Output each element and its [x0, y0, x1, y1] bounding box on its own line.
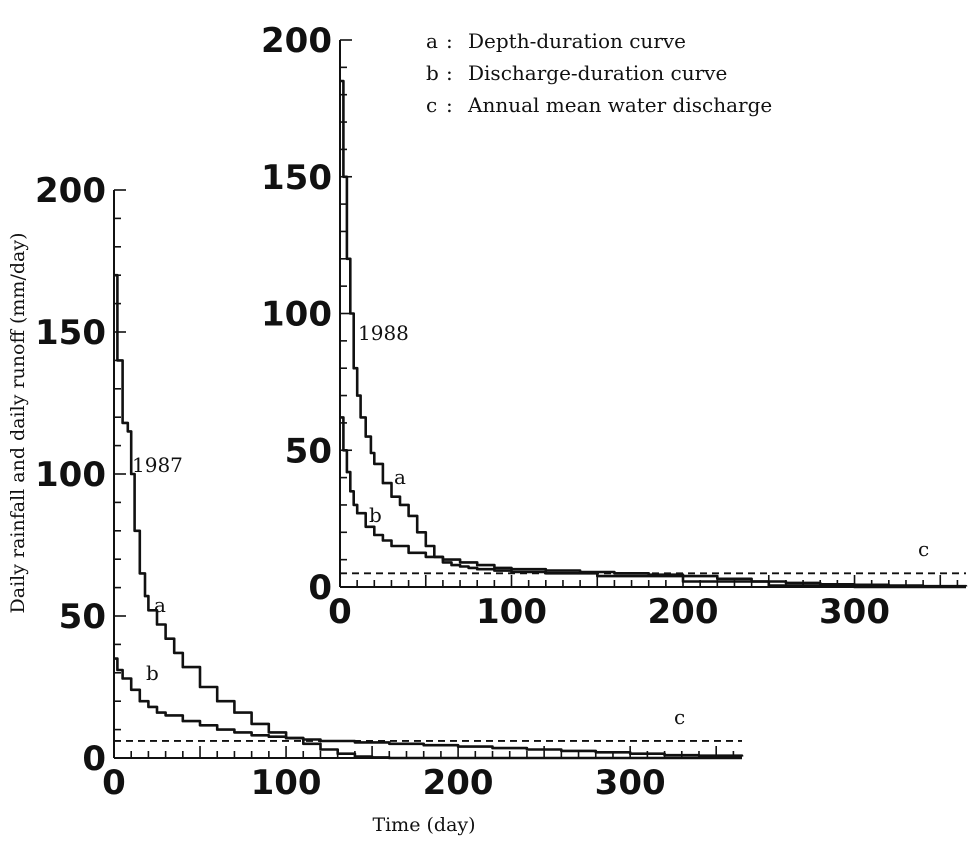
legend-sep-b: :	[446, 61, 453, 85]
curve-label-c: c	[918, 537, 929, 561]
legend-entry-a: Depth-duration curve	[468, 29, 686, 53]
y-tick-label: 100	[35, 455, 106, 495]
legend-sep-a: :	[446, 29, 453, 53]
year-label: 1987	[132, 453, 183, 477]
y-tick-label: 0	[82, 739, 106, 779]
series-b-curve	[114, 657, 744, 757]
y-tick-label: 50	[59, 597, 106, 637]
legend-key-c: c	[426, 93, 437, 117]
series-a-curve	[340, 79, 966, 589]
y-tick-label: 50	[285, 431, 332, 471]
y-tick-label: 100	[261, 295, 332, 335]
x-tick-label: 0	[328, 592, 352, 632]
legend-entry-c: Annual mean water discharge	[467, 93, 772, 117]
y-axis-ticks-1987: 0 50 100 150 200	[35, 171, 126, 779]
x-tick-label: 300	[819, 592, 890, 632]
curve-label-a: a	[394, 465, 406, 489]
curve-label-b: b	[146, 661, 159, 685]
legend-entry-b: Discharge-duration curve	[468, 61, 727, 85]
legend-sep-c: :	[446, 93, 453, 117]
curves-1988: ab c	[340, 79, 968, 589]
legend-key-b: b	[426, 61, 439, 85]
x-tick-label: 100	[251, 763, 322, 803]
y-tick-label: 150	[35, 313, 106, 353]
x-axis-title: Time (day)	[372, 814, 475, 836]
y-axis-title: Daily rainfall and daily runoff (mm/day)	[7, 233, 29, 614]
series-a-curve	[114, 273, 742, 760]
curve-label-a: a	[154, 593, 166, 617]
x-tick-label: 200	[648, 592, 719, 632]
x-tick-label: 200	[423, 763, 494, 803]
year-label: 1988	[358, 321, 409, 345]
series-b-curve	[340, 416, 968, 588]
curves-1987: abc	[114, 273, 744, 760]
legend: a : Depth-duration curve b : Discharge-d…	[426, 29, 772, 117]
legend-key-a: a	[426, 29, 438, 53]
y-axis-ticks-1988: 0 50 100 150 200	[261, 21, 352, 608]
x-tick-label: 0	[102, 763, 126, 803]
y-tick-label: 0	[308, 568, 332, 608]
curve-label-c: c	[674, 705, 685, 729]
x-tick-label: 300	[595, 763, 666, 803]
y-tick-label: 200	[35, 171, 106, 211]
curve-label-b: b	[369, 503, 382, 527]
y-tick-label: 150	[261, 158, 332, 198]
y-tick-label: 200	[261, 21, 332, 61]
x-tick-label: 100	[476, 592, 547, 632]
